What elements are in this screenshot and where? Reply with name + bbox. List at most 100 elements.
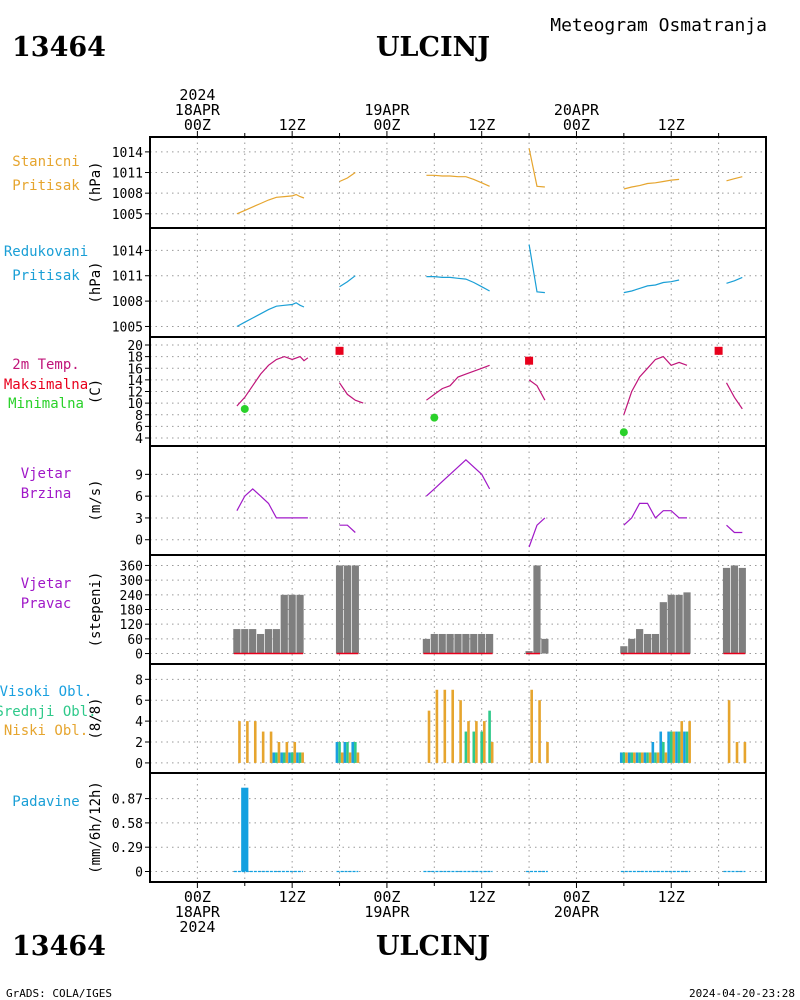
station-id-bottom: 13464 [12,931,106,962]
series-line [236,488,308,519]
panel-label-line: Visoki Obl. [0,684,92,700]
panel-label-line: Srednji Obl. [0,704,97,720]
low-cloud-bar [482,721,486,763]
tmin-marker [430,413,439,422]
direction-bar [667,594,675,654]
tmax-marker [525,356,534,365]
direction-bar [620,646,628,654]
low-cloud-bar [546,742,549,763]
panel-1: 1005 1008 1011 1014 (hPa) Stanicni Pritisak [12,136,767,229]
direction-bar [485,633,494,654]
low-cloud-bar [648,752,652,763]
direction-bar [651,633,660,654]
low-cloud-bar [735,742,739,763]
y-tick-label: 60 [127,633,143,648]
panel-label-line: Brzina [21,486,72,502]
y-tick-label: 0.29 [112,841,143,856]
mid-cloud-bar [346,742,349,763]
y-tick-label: 0 [135,648,143,663]
low-cloud-bar [664,752,668,763]
series-line [528,517,546,548]
direction-bar [256,633,265,654]
mid-cloud-bar [638,752,641,763]
series-line [726,276,743,284]
y-tick-label: 3 [135,512,143,527]
direction-bar [722,567,731,654]
low-cloud-bar [656,752,660,763]
high-cloud-bar [619,752,623,763]
low-cloud-bar [261,731,265,763]
mid-cloud-bar [685,731,689,763]
low-cloud-bar [277,742,281,763]
low-cloud-bar [538,700,541,763]
footer-timestamp: 2024-04-20-23:28 [689,987,795,1000]
y-axis-label: (stepeni) [88,572,104,648]
y-tick-label: 4 [135,715,143,730]
y-axis-label: (C) [88,379,104,404]
low-cloud-bar [356,752,360,763]
y-tick-label: 14 [127,374,143,389]
tmax-marker [335,346,344,355]
direction-bar [683,592,691,654]
high-cloud-bar [280,752,283,763]
mid-cloud-bar [275,752,278,763]
y-tick-label: 12 [127,386,143,401]
series-line [339,382,364,404]
series-line [623,355,688,415]
series-line [236,302,305,328]
low-cloud-bar [427,710,431,763]
top-tick-label: 00Z [184,116,211,134]
y-tick-label: 1008 [112,187,143,202]
high-cloud-bar [635,752,639,763]
series-line [339,172,356,183]
direction-bar [730,565,739,654]
series-line [623,502,687,526]
panel-label-line: Padavine [12,794,79,810]
mid-cloud-bar [354,742,357,763]
high-cloud-bar [683,731,686,763]
top-tick-label: 2024 [179,86,215,104]
y-axis-label: (8/8) [88,697,104,739]
low-cloud-bar [475,721,478,763]
high-cloud-bar [651,742,655,763]
direction-bar [343,565,352,654]
low-cloud-bar [530,689,533,763]
series-line [236,355,309,407]
y-tick-label: 120 [120,618,143,633]
direction-bar [264,629,273,654]
y-tick-label: 300 [120,574,143,589]
panel-7: 0 0.29 0.58 0.87 (mm/6h/12h) Padavine [12,772,767,883]
mid-cloud-bar [677,731,681,763]
mid-cloud-bar [662,742,665,763]
series-line [236,193,305,215]
top-tick-label: 19APR [364,101,410,119]
panel-label-line: Pritisak [12,178,80,194]
tmax-marker [714,346,723,355]
panel-frame [149,227,767,338]
y-tick-label: 360 [120,559,143,574]
high-cloud-bar [272,752,276,763]
y-tick-label: 180 [120,604,143,619]
low-cloud-bar [490,742,494,763]
y-tick-label: 9 [135,468,143,483]
high-cloud-bar [288,752,291,763]
panel-2: 1005 1008 1011 1014 (hPa)Redukovani Pritisak [4,227,767,338]
direction-bar [478,633,486,654]
low-cloud-bar [680,721,684,763]
high-cloud-bar [643,752,647,763]
low-cloud-bar [285,742,289,763]
mid-cloud-bar [338,742,341,763]
x-axis-ticks [196,131,720,888]
low-cloud-bar [672,731,676,763]
y-tick-label: 2 [135,736,143,751]
series-line [528,379,546,401]
low-cloud-bar [238,721,241,763]
bottom-tick-label: 00Z [184,888,211,906]
low-cloud-bar [443,689,447,763]
direction-bar [272,629,280,654]
series-line [426,174,490,187]
series-line [623,279,680,294]
y-tick-label: 0 [135,757,143,772]
